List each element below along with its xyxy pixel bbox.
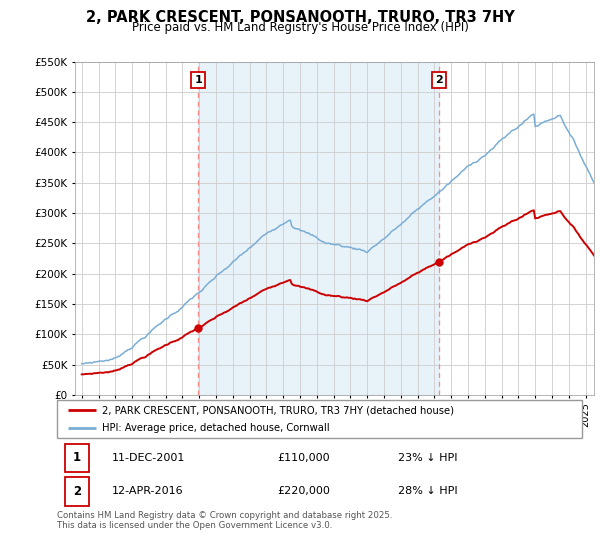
Text: 1: 1 [194,75,202,85]
Text: 2, PARK CRESCENT, PONSANOOTH, TRURO, TR3 7HY (detached house): 2, PARK CRESCENT, PONSANOOTH, TRURO, TR3… [101,405,454,415]
Text: Price paid vs. HM Land Registry's House Price Index (HPI): Price paid vs. HM Land Registry's House … [131,21,469,34]
Text: 2, PARK CRESCENT, PONSANOOTH, TRURO, TR3 7HY: 2, PARK CRESCENT, PONSANOOTH, TRURO, TR3… [86,10,514,25]
Text: 1: 1 [73,451,81,464]
Text: HPI: Average price, detached house, Cornwall: HPI: Average price, detached house, Corn… [101,423,329,433]
Text: 28% ↓ HPI: 28% ↓ HPI [398,486,458,496]
Text: 12-APR-2016: 12-APR-2016 [112,486,184,496]
Text: 11-DEC-2001: 11-DEC-2001 [112,453,185,463]
Text: £110,000: £110,000 [277,453,330,463]
Text: 2: 2 [435,75,443,85]
Text: 2: 2 [73,485,81,498]
FancyBboxPatch shape [57,400,582,438]
Text: £220,000: £220,000 [277,486,331,496]
Text: Contains HM Land Registry data © Crown copyright and database right 2025.
This d: Contains HM Land Registry data © Crown c… [57,511,392,530]
Text: 23% ↓ HPI: 23% ↓ HPI [398,453,458,463]
FancyBboxPatch shape [65,444,89,472]
FancyBboxPatch shape [65,477,89,506]
